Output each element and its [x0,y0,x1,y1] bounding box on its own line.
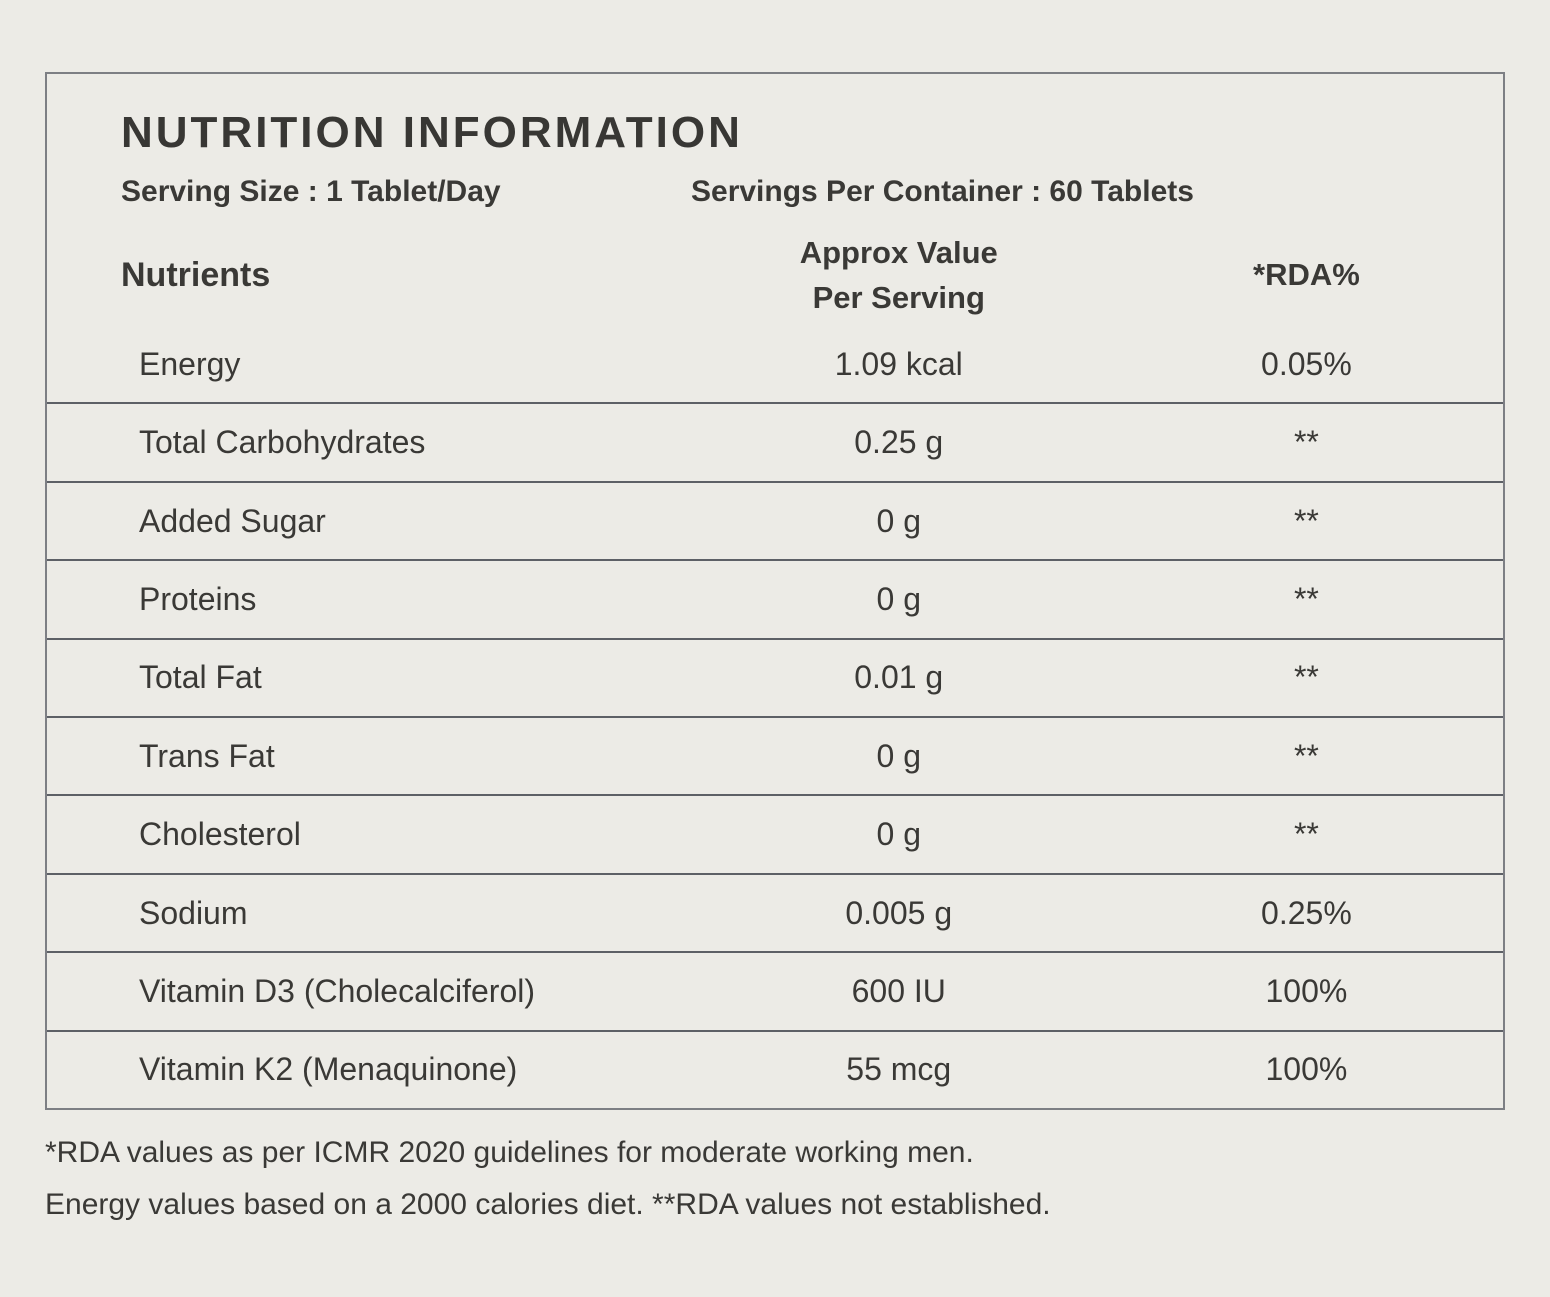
nutrient-name-cell: Vitamin K2 (Menaquinone) [139,1051,518,1088]
table-row: Total Fat 0.01 g ** [47,637,1503,716]
nutrient-rda-cell: 100% [1265,972,1348,1009]
table-column-headers: Nutrients Approx Value Per Serving *RDA% [47,230,1503,320]
nutrient-rda-cell: ** [1293,502,1319,539]
table-row: Cholesterol 0 g ** [47,794,1503,872]
footnote-rda-guidelines: *RDA values as per ICMR 2020 guidelines … [45,1136,974,1169]
nutrient-name-cell: Total Fat [139,659,262,696]
nutrient-rows: Energy 1.09 kcal 0.05% Total Carbohydrat… [47,326,1503,1108]
table-row: Trans Fat 0 g ** [47,716,1503,794]
nutrient-name-cell: Energy [139,345,241,382]
nutrient-name-cell: Sodium [139,894,248,931]
nutrient-name-cell: Trans Fat [139,737,275,774]
nutrient-rda-cell: 100% [1265,1051,1348,1088]
table-row: Vitamin K2 (Menaquinone) 55 mcg 100% [47,1029,1503,1108]
column-header-rda: *RDA% [1253,257,1360,292]
column-header-nutrients: Nutrients [121,255,271,294]
table-row: Energy 1.09 kcal 0.05% [47,326,1503,402]
nutrient-value-cell: 600 IU [851,972,946,1009]
nutrient-name-cell: Cholesterol [139,816,301,853]
nutrient-name-cell: Proteins [139,580,257,617]
nutrient-value-cell: 55 mcg [846,1051,952,1088]
nutrition-label-title: NUTRITION INFORMATION [121,108,743,157]
table-row: Proteins 0 g ** [47,559,1503,637]
table-row: Sodium 0.005 g 0.25% [47,872,1503,951]
table-row: Added Sugar 0 g ** [47,480,1503,559]
nutrient-value-cell: 1.09 kcal [834,345,963,382]
footnotes: *RDA values as per ICMR 2020 guidelines … [45,1134,1051,1224]
nutrient-rda-cell: ** [1293,816,1319,853]
nutrient-value-cell: 0 g [876,816,921,853]
nutrient-rda-cell: ** [1293,659,1319,696]
nutrient-rda-cell: ** [1293,580,1319,617]
footnote-energy-values: Energy values based on a 2000 calories d… [45,1188,1051,1221]
column-header-approx-value-line1: Approx Value [799,235,998,270]
nutrient-rda-cell: 0.25% [1261,894,1352,931]
serving-info-line: Serving Size : 1 Tablet/Day Servings Per… [121,174,1503,210]
nutrient-value-cell: 0.01 g [854,659,944,696]
table-row: Vitamin D3 (Cholecalciferol) 600 IU 100% [47,951,1503,1029]
nutrient-value-cell: 0 g [876,737,921,774]
nutrient-value-cell: 0 g [876,580,921,617]
servings-per-container-text: Servings Per Container : 60 Tablets [691,175,1194,208]
nutrient-rda-cell: ** [1293,424,1319,461]
nutrient-value-cell: 0 g [876,502,921,539]
serving-size-text: Serving Size : 1 Tablet/Day [121,175,501,208]
nutrient-name-cell: Vitamin D3 (Cholecalciferol) [139,972,535,1009]
nutrient-rda-cell: 0.05% [1261,345,1352,382]
nutrition-label-box: NUTRITION INFORMATION Serving Size : 1 T… [45,72,1505,1110]
nutrient-rda-cell: ** [1293,737,1319,774]
nutrient-value-cell: 0.25 g [854,424,944,461]
nutrient-value-cell: 0.005 g [845,894,953,931]
column-header-approx-value: Approx Value Per Serving [688,230,1110,320]
column-header-approx-value-line2: Per Serving [812,280,985,315]
nutrient-name-cell: Total Carbohydrates [139,424,426,461]
table-row: Total Carbohydrates 0.25 g ** [47,402,1503,480]
nutrient-name-cell: Added Sugar [139,502,326,539]
